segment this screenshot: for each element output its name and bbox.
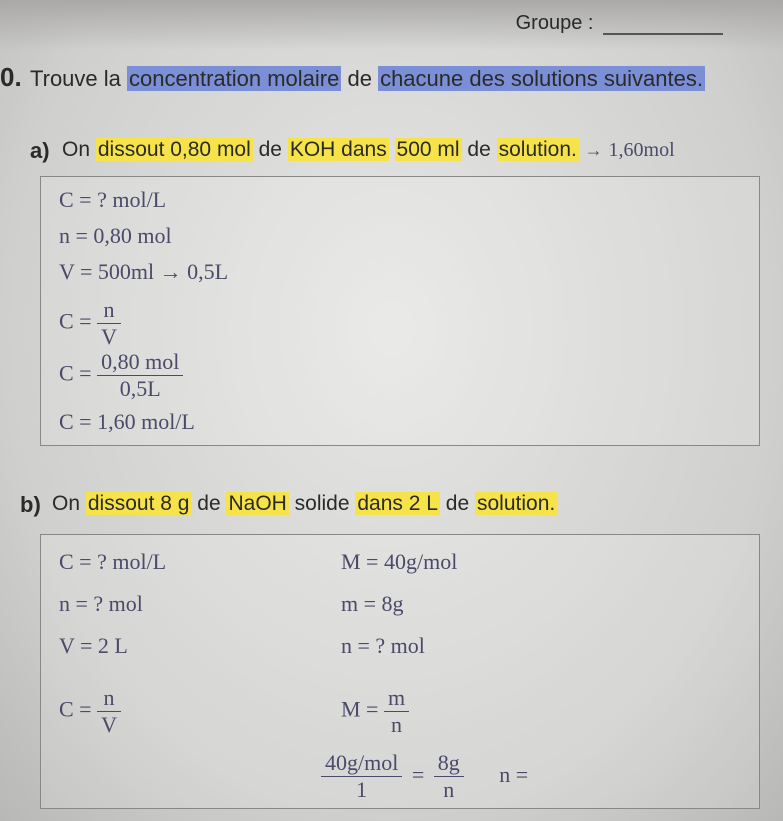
pa-l5: C = 0,80 mol 0,5L (59, 349, 183, 402)
pb-t4: de (440, 492, 475, 515)
pb-c1l2: n = ? mol (59, 591, 143, 617)
pa-l4: C = n V (59, 297, 121, 350)
part-a-label: a) (30, 138, 50, 164)
pa-t4: de (462, 138, 497, 161)
pa-h2: KOH dans (288, 138, 389, 161)
pb-c1l4-bot: V (97, 712, 121, 738)
prompt-mid: de (341, 66, 378, 91)
pb-c1l4-top: n (97, 685, 121, 712)
pb-c2l5-left: 40g/mol 1 (321, 750, 402, 803)
pb-h3: dans 2 L (355, 492, 440, 515)
pa-l4-lhs: C = (59, 309, 92, 334)
pb-c2l5-bot2: n (434, 777, 464, 803)
pb-c1l4-frac: n V (97, 685, 121, 738)
pb-c2l4-lhs: M = (341, 697, 378, 722)
pa-h4: solution. (497, 138, 579, 161)
pa-l3: V = 500ml → 0,5L (59, 259, 228, 285)
pb-c2l5-right: 8g n (434, 750, 464, 803)
pa-l4-top: n (97, 297, 121, 324)
pb-c2l4-bot: n (384, 712, 409, 738)
part-b-text: On dissout 8 g de NaOH solide dans 2 L d… (52, 492, 773, 516)
pa-l4-bot: V (97, 324, 121, 350)
pa-l5-top: 0,80 mol (97, 349, 183, 376)
groupe-label: Groupe : (516, 12, 594, 34)
pb-h4: solution. (475, 492, 557, 515)
part-b-workbox: C = ? mol/L n = ? mol V = 2 L C = n V M … (40, 534, 760, 809)
pb-c2l1: M = 40g/mol (341, 549, 457, 575)
pb-c1l4-lhs: C = (59, 697, 92, 722)
prompt-lead: Trouve la (30, 66, 127, 91)
pa-h3: 500 ml (395, 138, 462, 161)
pa-answer: 1,60mol (609, 139, 675, 161)
pa-l5-frac: 0,80 mol 0,5L (97, 349, 183, 402)
part-a-workbox: C = ? mol/L n = 0,80 mol V = 500ml → 0,5… (40, 176, 760, 446)
groupe-blank (603, 33, 723, 35)
pa-l1: C = ? mol/L (59, 187, 166, 213)
pb-c2l5-top2: 8g (434, 750, 464, 777)
pb-c2l5-rhs: n = (499, 762, 528, 787)
pb-c2l2: m = 8g (341, 591, 404, 617)
pa-l6: C = 1,60 mol/L (59, 409, 195, 435)
pa-t2: de (253, 138, 288, 161)
pa-h1: dissout 0,80 mol (96, 138, 253, 161)
pb-h1: dissout 8 g (86, 492, 192, 515)
pb-c2l3: n = ? mol (341, 633, 425, 659)
worksheet-page: Groupe : 0. Trouve la concentration mola… (0, 0, 783, 821)
pb-c2l4: M = m n (341, 685, 409, 738)
pb-t3: solide (289, 492, 356, 515)
prompt-hl2: chacune des solutions suivantes. (378, 66, 705, 91)
pb-t2: de (191, 492, 226, 515)
pb-c2l5-top: 40g/mol (321, 750, 402, 777)
pb-c1l1: C = ? mol/L (59, 549, 166, 575)
question-number: 0. (0, 62, 22, 93)
pa-l5-lhs: C = (59, 361, 92, 386)
pa-l5-bot: 0,5L (97, 376, 183, 402)
question-prompt: Trouve la concentration molaire de chacu… (30, 62, 773, 95)
pa-arrow: → (585, 140, 603, 160)
pb-t1: On (52, 492, 86, 515)
pb-c2l4-top: m (384, 685, 409, 712)
pb-c2l5-bot-blank: 1 (321, 777, 402, 803)
part-a-text: On dissout 0,80 mol de KOH dans 500 ml d… (62, 138, 773, 162)
pb-c1l4: C = n V (59, 685, 121, 738)
pb-h2: NaOH (226, 492, 288, 515)
pa-l4-frac: n V (97, 297, 121, 350)
pb-c2l5-eq: = (412, 762, 424, 787)
part-b-label: b) (20, 492, 41, 518)
prompt-hl1: concentration molaire (127, 66, 341, 91)
groupe-field: Groupe : (516, 12, 723, 35)
pa-t3 (389, 138, 395, 161)
pb-c1l3: V = 2 L (59, 633, 128, 659)
pa-t1: On (62, 138, 96, 161)
pa-l2: n = 0,80 mol (59, 223, 172, 249)
pb-c2l4-frac: m n (384, 685, 409, 738)
pb-c2l5: 40g/mol 1 = 8g n n = (321, 750, 528, 803)
